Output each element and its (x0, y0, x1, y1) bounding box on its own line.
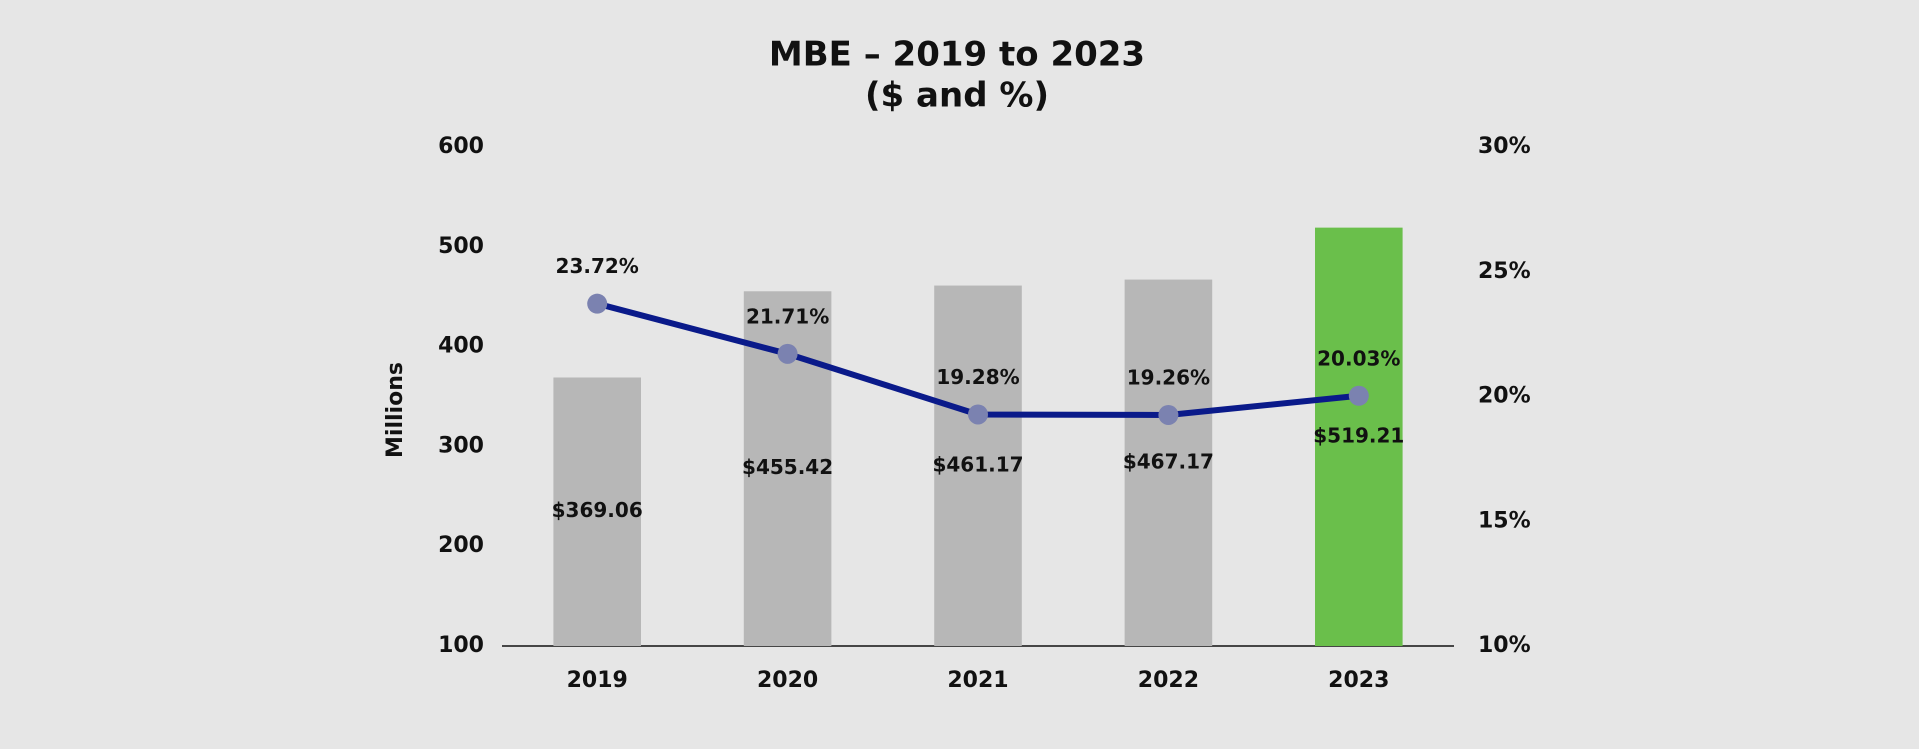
bar-value-label: $455.42 (742, 455, 833, 479)
chart-title: MBE – 2019 to 2023 (769, 35, 1145, 75)
line-marker (777, 343, 798, 364)
bar-value-label: $461.17 (932, 452, 1023, 476)
y2-tick-label: 10% (1478, 633, 1531, 658)
line-value-label: 19.28% (936, 365, 1019, 389)
bar-value-label: $467.17 (1123, 449, 1214, 473)
line-marker (1348, 385, 1369, 406)
line-value-label: 23.72% (556, 254, 639, 278)
x-tick-label: 2023 (1328, 668, 1389, 693)
line-value-label: 20.03% (1317, 346, 1400, 370)
line-marker (968, 404, 988, 425)
y-tick-label: 300 (438, 433, 484, 458)
y-axis-label: Millions (383, 362, 408, 458)
chart-subtitle: ($ and %) (865, 76, 1049, 116)
x-tick-label: 2019 (567, 668, 628, 693)
y2-tick-label: 30% (1478, 134, 1531, 159)
line-value-label: 21.71% (746, 304, 829, 328)
line-marker (1158, 404, 1179, 425)
y2-tick-label: 20% (1478, 384, 1531, 409)
bar (1124, 279, 1213, 646)
y2-tick-label: 15% (1478, 508, 1531, 533)
bar (1315, 227, 1403, 646)
bar-value-label: $519.21 (1313, 423, 1404, 447)
bar-value-label: $369.06 (552, 498, 643, 522)
y2-tick-label: 25% (1478, 259, 1531, 284)
bar (934, 285, 1022, 646)
bar (553, 377, 641, 646)
y-tick-label: 100 (438, 633, 484, 658)
y-tick-label: 400 (438, 334, 484, 359)
y-tick-label: 200 (438, 533, 484, 558)
x-tick-label: 2021 (947, 668, 1008, 693)
x-tick-label: 2020 (757, 668, 818, 693)
y-tick-label: 500 (438, 234, 484, 259)
y-tick-label: 600 (438, 134, 484, 159)
line-value-label: 19.26% (1127, 365, 1210, 389)
x-tick-label: 2022 (1138, 668, 1199, 693)
line-marker (587, 293, 608, 314)
